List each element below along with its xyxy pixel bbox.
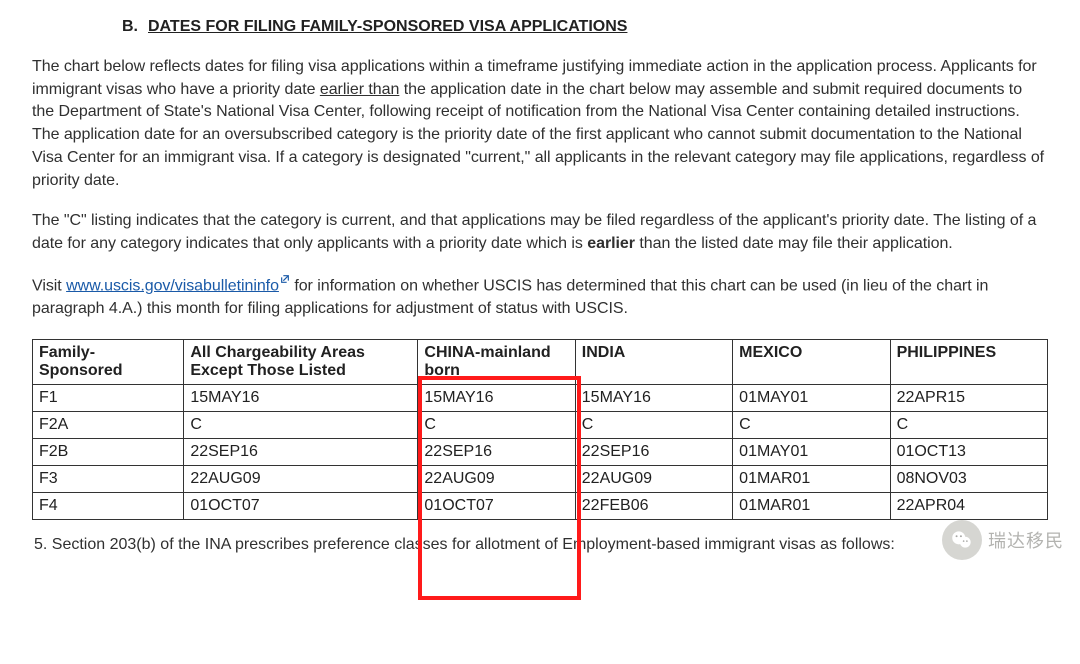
cell: 22AUG09 [418,465,575,492]
cell: 15MAY16 [575,384,732,411]
cell: 22SEP16 [575,438,732,465]
cell: C [733,411,890,438]
cell: 01MAY01 [733,384,890,411]
external-link-icon [280,274,290,289]
p2-bold: earlier [587,235,635,252]
intro-paragraph-2: The "C" listing indicates that the categ… [32,210,1048,255]
p3-text-a: Visit [32,277,66,294]
cell: 22APR04 [890,492,1047,519]
table-row: F2A C C C C C [33,411,1048,438]
cell: 01OCT07 [418,492,575,519]
cell: C [890,411,1047,438]
cell: C [184,411,418,438]
cell: F2B [33,438,184,465]
cell: F4 [33,492,184,519]
cell: 08NOV03 [890,465,1047,492]
cell: F2A [33,411,184,438]
col-header-family: Family-Sponsored [33,339,184,384]
table-row: F4 01OCT07 01OCT07 22FEB06 01MAR01 22APR… [33,492,1048,519]
col-header-mexico: MEXICO [733,339,890,384]
section-heading: B. DATES FOR FILING FAMILY-SPONSORED VISA… [122,18,1048,36]
p1-underline: earlier than [320,81,399,98]
section-letter: B. [122,18,138,35]
col-header-india: INDIA [575,339,732,384]
cell: 15MAY16 [184,384,418,411]
cell: C [575,411,732,438]
cell: 01OCT07 [184,492,418,519]
table-row: F1 15MAY16 15MAY16 15MAY16 01MAY01 22APR… [33,384,1048,411]
table-row: F2B 22SEP16 22SEP16 22SEP16 01MAY01 01OC… [33,438,1048,465]
cell: C [418,411,575,438]
col-header-china: CHINA-mainland born [418,339,575,384]
cell: 15MAY16 [418,384,575,411]
cell: 22SEP16 [184,438,418,465]
visabulletin-link[interactable]: www.uscis.gov/visabulletininfo [66,277,279,294]
cell: F3 [33,465,184,492]
family-sponsored-table: Family-Sponsored All Chargeability Areas… [32,339,1048,520]
watermark: 瑞达移民 [942,520,1064,560]
table-row: F3 22AUG09 22AUG09 22AUG09 01MAR01 08NOV… [33,465,1048,492]
section-title: DATES FOR FILING FAMILY-SPONSORED VISA A… [148,18,627,35]
intro-paragraph-3: Visit www.uscis.gov/visabulletininfo for… [32,274,1048,321]
table-header-row: Family-Sponsored All Chargeability Areas… [33,339,1048,384]
cell: 01OCT13 [890,438,1047,465]
watermark-text: 瑞达移民 [988,527,1064,553]
cell: 22AUG09 [184,465,418,492]
p2-text-b: than the listed date may file their appl… [635,235,953,252]
wechat-icon [942,520,982,560]
intro-paragraph-1: The chart below reflects dates for filin… [32,56,1048,192]
cell: 22SEP16 [418,438,575,465]
col-header-philippines: PHILIPPINES [890,339,1047,384]
cell: 22APR15 [890,384,1047,411]
footnote-5: 5. Section 203(b) of the INA prescribes … [34,536,1048,554]
cell: 22FEB06 [575,492,732,519]
cell: 22AUG09 [575,465,732,492]
cell: F1 [33,384,184,411]
cell: 01MAY01 [733,438,890,465]
col-header-all-areas: All Chargeability Areas Except Those Lis… [184,339,418,384]
cell: 01MAR01 [733,492,890,519]
cell: 01MAR01 [733,465,890,492]
